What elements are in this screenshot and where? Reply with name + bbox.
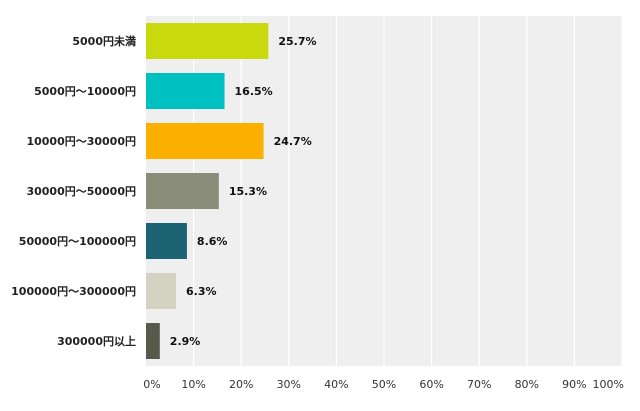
x-axis-ticks: 0% 10% 20% 30% 40% 50% 60% 70% 80% 90% 100% — [143, 378, 624, 391]
bar — [146, 173, 219, 209]
bar — [146, 323, 160, 359]
bar — [146, 123, 264, 159]
bar — [146, 73, 225, 109]
x-tick-label: 10% — [181, 378, 205, 391]
value-label: 6.3% — [186, 285, 217, 298]
bar — [146, 223, 187, 259]
category-label: 5000円未満 — [72, 34, 136, 48]
value-label: 16.5% — [235, 85, 273, 98]
category-label: 50000円〜100000円 — [19, 235, 136, 248]
x-tick-label: 30% — [277, 378, 301, 391]
category-label: 5000円〜10000円 — [34, 85, 136, 98]
x-tick-label: 80% — [515, 378, 539, 391]
category-label: 100000円〜300000円 — [11, 285, 136, 298]
value-label: 15.3% — [229, 185, 267, 198]
x-tick-label: 40% — [324, 378, 348, 391]
bar — [146, 23, 269, 59]
x-tick-label: 60% — [419, 378, 443, 391]
value-label: 2.9% — [170, 335, 201, 348]
category-label: 300000円以上 — [57, 334, 136, 348]
category-label: 10000円〜30000円 — [26, 135, 136, 148]
x-tick-label: 0% — [143, 378, 160, 391]
x-tick-label: 90% — [562, 378, 586, 391]
x-tick-label: 100% — [593, 378, 624, 391]
x-tick-label: 50% — [372, 378, 396, 391]
x-tick-label: 20% — [229, 378, 253, 391]
value-labels: 25.7% 16.5% 24.7% 15.3% 8.6% 6.3% 2.9% — [170, 35, 317, 348]
value-label: 8.6% — [197, 235, 228, 248]
category-labels: 5000円未満 5000円〜10000円 10000円〜30000円 30000円〜5… — [11, 34, 136, 348]
value-label: 24.7% — [274, 135, 312, 148]
x-tick-label: 70% — [467, 378, 491, 391]
grid-lines — [193, 16, 623, 366]
bars — [146, 23, 269, 359]
bar — [146, 273, 176, 309]
category-label: 30000円〜50000円 — [26, 185, 136, 198]
value-label: 25.7% — [278, 35, 316, 48]
